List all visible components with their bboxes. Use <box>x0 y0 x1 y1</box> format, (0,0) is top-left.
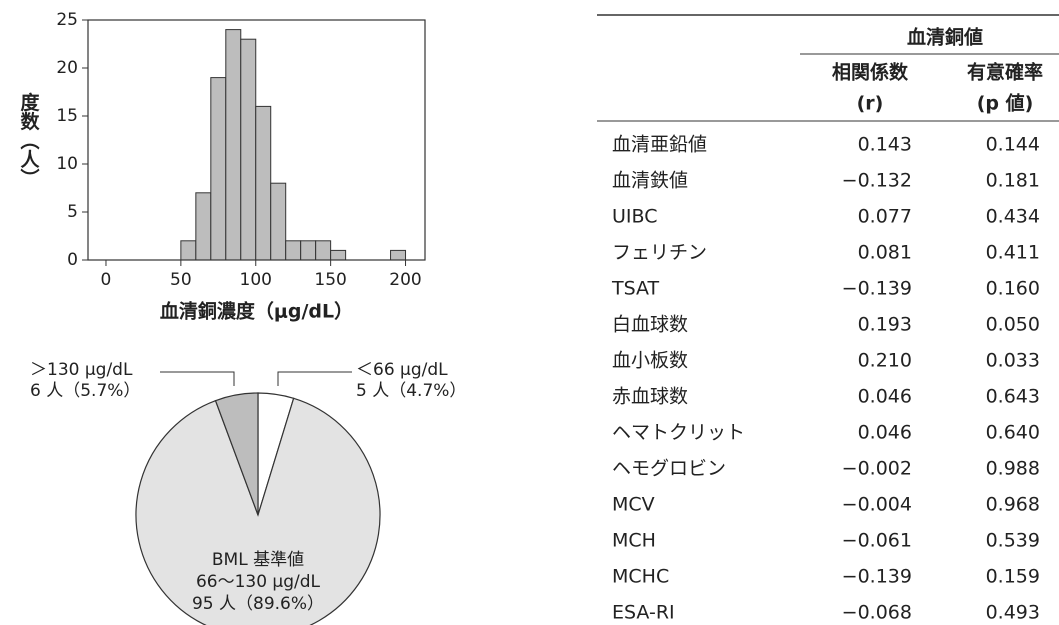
cell: 0.539 <box>986 530 1040 552</box>
cell: −0.132 <box>842 170 912 192</box>
row-label: フェリチン <box>612 242 707 264</box>
x-axis-label: 血清銅濃度（μg/dL） <box>160 300 353 323</box>
x-tick-label: 100 <box>240 270 272 290</box>
cell: 0.033 <box>986 350 1040 372</box>
leader-line <box>277 371 352 386</box>
row-label: ヘモグロビン <box>612 458 726 480</box>
bar <box>195 192 212 261</box>
cell: −0.068 <box>842 602 912 624</box>
pie-slice <box>135 397 381 625</box>
cell: 0.643 <box>986 386 1040 408</box>
column-header: 相関係数 <box>832 61 909 84</box>
cell: 0.159 <box>986 566 1040 588</box>
cell: −0.004 <box>842 494 912 516</box>
bar <box>225 29 242 261</box>
slice-value-label: 6 人（5.7%） <box>30 381 140 401</box>
y-tick-label: 20 <box>56 58 78 78</box>
bar <box>240 38 257 261</box>
pie-annotation: BML 基準値 <box>212 550 304 570</box>
cell: 0.046 <box>858 422 912 444</box>
cell: 0.193 <box>858 314 912 336</box>
cell: 0.493 <box>986 602 1040 624</box>
column-header: (p 値) <box>977 93 1034 115</box>
cell: 0.081 <box>858 242 912 264</box>
bar <box>180 240 197 261</box>
cell: 0.046 <box>858 386 912 408</box>
row-label: ESA-RI <box>612 602 675 624</box>
row-label: MCHC <box>612 566 669 588</box>
leader-line <box>160 371 235 386</box>
row-label: MCH <box>612 530 656 552</box>
column-header: 有意確率 <box>967 61 1043 84</box>
row-label: ヘマトクリット <box>612 422 745 444</box>
row-label: TSAT <box>611 278 660 300</box>
cell: −0.139 <box>842 278 912 300</box>
pie-slice <box>214 392 259 516</box>
cell: −0.139 <box>842 566 912 588</box>
slice-label: ＞130 μg/dL <box>30 360 133 380</box>
bar <box>210 77 227 261</box>
cell: 0.640 <box>986 422 1040 444</box>
y-tick-label: 10 <box>56 154 78 174</box>
bar <box>330 249 347 261</box>
cell: 0.210 <box>858 350 912 372</box>
bar <box>390 249 407 261</box>
plot-frame <box>87 19 426 261</box>
bar <box>315 240 332 261</box>
cell: 0.181 <box>986 170 1040 192</box>
slice-value-label: 95 人（89.6%） <box>192 594 324 614</box>
y-tick-label: 15 <box>56 106 78 126</box>
row-label: 赤血球数 <box>612 386 688 408</box>
bar <box>285 240 302 261</box>
row-label: MCV <box>612 494 655 516</box>
group-header: 血清銅値 <box>907 26 983 49</box>
column-header: (r) <box>857 93 884 115</box>
cell: 0.434 <box>986 206 1040 228</box>
cell: −0.002 <box>842 458 912 480</box>
slice-value-label: 5 人（4.7%） <box>356 381 466 401</box>
slice-label: 66〜130 μg/dL <box>196 572 321 592</box>
cell: 0.988 <box>986 458 1040 480</box>
y-axis-label: 度数（人） <box>18 91 40 187</box>
cell: 0.160 <box>986 278 1040 300</box>
row-label: 白血球数 <box>612 314 688 336</box>
cell: 0.144 <box>986 134 1040 156</box>
y-tick-label: 25 <box>56 10 78 30</box>
cell: 0.411 <box>986 242 1040 264</box>
slice-label: ＜66 μg/dL <box>356 360 448 380</box>
bar <box>270 182 287 261</box>
x-tick-label: 50 <box>170 270 192 290</box>
x-tick-label: 150 <box>314 270 346 290</box>
cell: 0.050 <box>986 314 1040 336</box>
cell: 0.968 <box>986 494 1040 516</box>
row-label: 血清亜鉛値 <box>612 134 707 156</box>
row-label: 血清鉄値 <box>612 170 688 192</box>
y-tick-label: 5 <box>67 202 78 222</box>
cell: 0.077 <box>858 206 912 228</box>
row-label: 血小板数 <box>612 350 688 372</box>
y-tick-label: 0 <box>67 250 78 270</box>
x-tick-label: 0 <box>101 270 112 290</box>
bar <box>300 240 317 261</box>
cell: −0.061 <box>842 530 912 552</box>
bar <box>255 105 272 261</box>
row-label: UIBC <box>612 206 657 228</box>
x-tick-label: 200 <box>389 270 421 290</box>
cell: 0.143 <box>858 134 912 156</box>
